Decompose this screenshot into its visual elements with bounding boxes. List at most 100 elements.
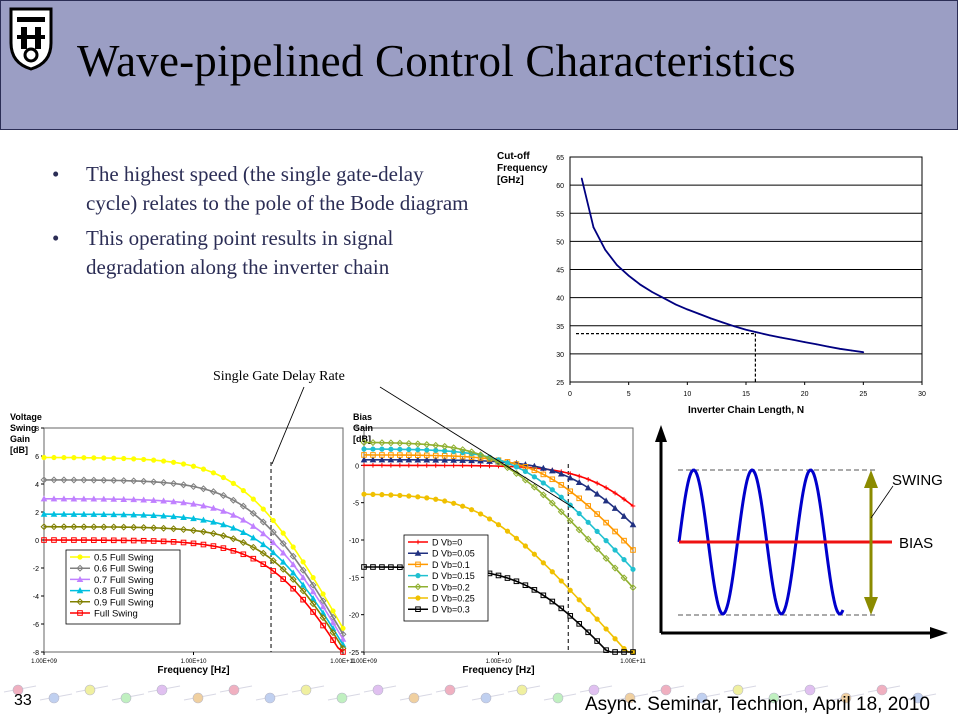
data-point (229, 496, 237, 504)
data-point (130, 537, 137, 544)
data-point (627, 274, 630, 277)
data-point (50, 523, 58, 531)
data-point (540, 464, 547, 471)
data-point (180, 481, 188, 489)
data-point (121, 455, 127, 462)
y-tick-label: 6 (35, 454, 39, 461)
data-point (612, 636, 618, 642)
data-point (415, 447, 421, 453)
data-point (361, 491, 367, 497)
legend-swatch-marker (77, 610, 83, 616)
data-point (140, 524, 148, 532)
data-point (803, 341, 806, 343)
data-point (558, 578, 564, 584)
data-point (611, 564, 619, 572)
y-axis-label: Gain (10, 434, 30, 444)
data-point (240, 528, 247, 535)
data-point (100, 476, 108, 484)
footer-node-icon (228, 684, 240, 696)
data-point (229, 535, 237, 543)
data-point (486, 516, 493, 522)
data-point (504, 528, 511, 534)
legend-label: D Vb=0.1 (432, 560, 470, 570)
data-point (450, 444, 458, 452)
data-point (850, 349, 853, 352)
y-tick-label: -2 (33, 566, 39, 573)
data-point (270, 568, 277, 574)
data-point (289, 569, 297, 576)
data-point (180, 513, 187, 520)
data-point (210, 518, 217, 525)
data-point (575, 479, 583, 486)
data-point (629, 584, 637, 592)
footer-node-icon (552, 692, 564, 704)
data-point (566, 517, 574, 525)
data-point (388, 463, 394, 468)
data-point (369, 456, 377, 463)
single-gate-delay-annotation: Single Gate Delay Rate (213, 369, 345, 384)
data-point (621, 557, 627, 563)
data-point (130, 523, 138, 531)
data-point (477, 451, 485, 459)
data-point (567, 488, 574, 495)
data-point (150, 538, 157, 544)
data-point (616, 264, 618, 266)
x-axis-label: Inverter Chain Length, N (688, 405, 804, 416)
bullet-text: The highest speed (the single gate-delay… (86, 162, 469, 215)
data-point (406, 452, 412, 458)
data-point (80, 476, 88, 484)
legend-swatch-marker (415, 539, 421, 545)
data-point (612, 649, 618, 655)
data-point (319, 603, 327, 610)
data-point (733, 325, 736, 328)
data-point (101, 455, 107, 461)
footer-node-icon (192, 692, 204, 704)
y-tick-label: 0 (35, 538, 39, 545)
data-point (424, 447, 430, 453)
data-point (513, 464, 520, 470)
y-axis-label: [dB] (10, 445, 28, 455)
data-point (70, 523, 78, 531)
y-tick-label: -6 (33, 622, 39, 629)
data-point (495, 572, 502, 579)
data-point (101, 537, 107, 544)
y-tick-label: 55 (556, 211, 564, 218)
data-point (230, 548, 237, 554)
data-point (250, 555, 257, 562)
data-point (120, 495, 128, 502)
data-point (230, 480, 236, 486)
legend-swatch-marker (76, 587, 84, 594)
data-point (710, 317, 712, 320)
data-point (839, 348, 841, 350)
data-point (289, 561, 297, 568)
footer-node-icon (372, 684, 384, 696)
data-point (432, 441, 440, 449)
data-point (330, 637, 336, 643)
data-point (602, 497, 610, 504)
data-point (379, 492, 385, 498)
data-point (549, 598, 556, 605)
data-point (100, 523, 108, 531)
legend-label: Full Swing (94, 609, 138, 620)
annotation-line (379, 386, 575, 509)
footer-caption: Async. Seminar, Technion, April 18, 2010 (584, 694, 930, 715)
data-point (585, 606, 591, 613)
bullet-list: • The highest speed (the single gate-dela… (52, 160, 472, 288)
data-point (504, 575, 511, 581)
data-point (585, 477, 591, 482)
x-arrow-head-icon (930, 627, 948, 639)
data-point (441, 442, 449, 450)
footer-node-icon (804, 684, 816, 696)
y-tick-label: 35 (556, 324, 564, 331)
data-point (81, 455, 87, 461)
data-point (423, 452, 430, 459)
data-point (549, 476, 556, 483)
data-point (415, 463, 421, 468)
data-point (150, 478, 158, 486)
data-point (209, 529, 217, 538)
legend-swatch-marker (77, 554, 83, 560)
footer-node-icon (768, 692, 780, 704)
y-tick-label: -8 (33, 650, 39, 657)
data-point (309, 581, 317, 589)
data-point (415, 494, 421, 500)
